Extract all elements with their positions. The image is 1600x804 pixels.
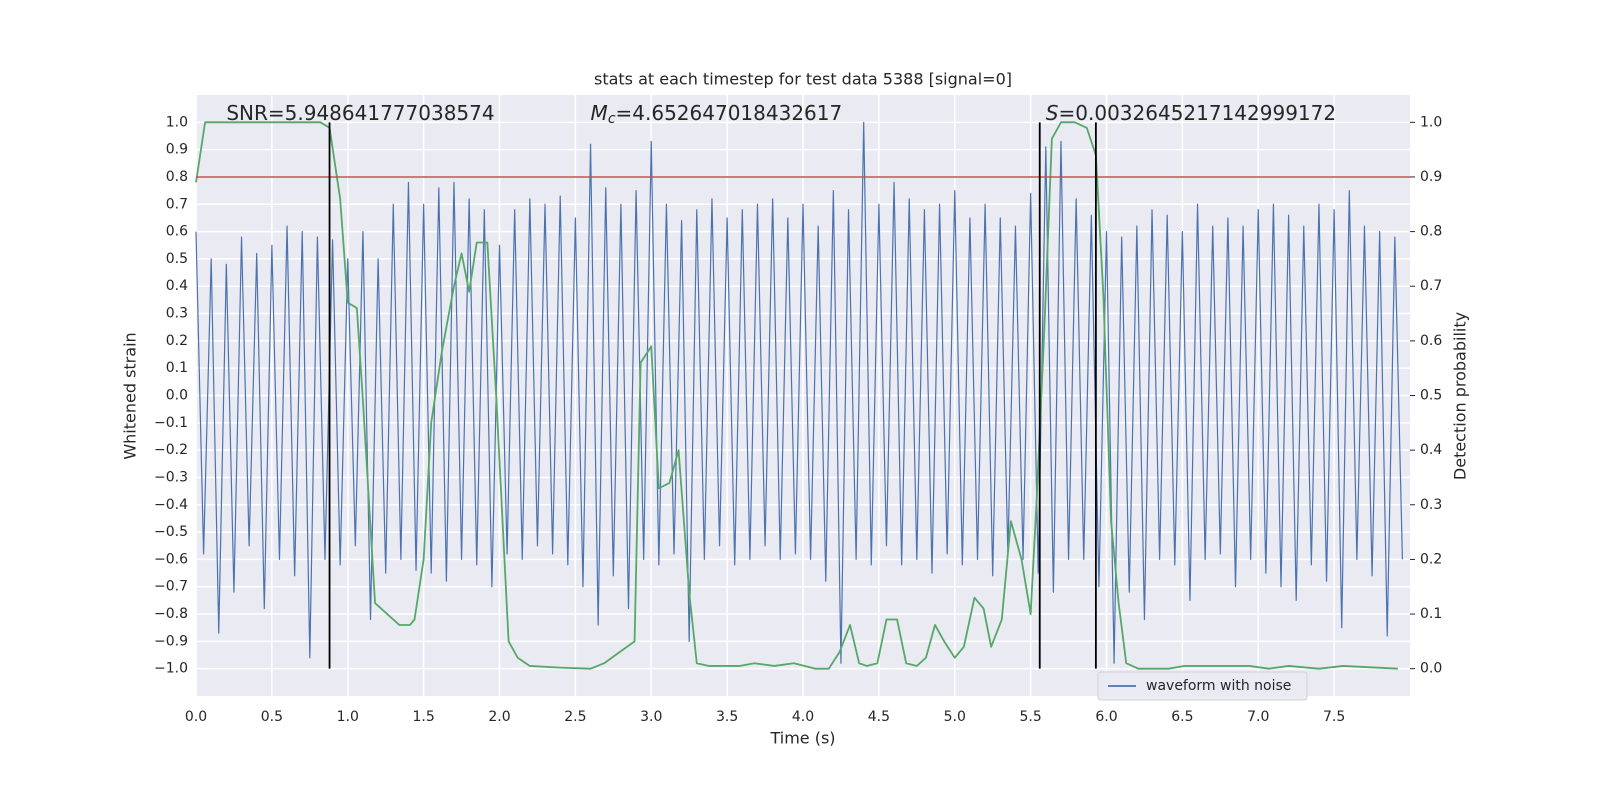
y-tick-label: 0.4 [166,278,188,294]
x-tick-label: 6.5 [1171,709,1193,725]
y-axis-label: Whitened strain [121,332,140,459]
x-tick-label: 3.0 [640,709,662,725]
y-tick-label: −0.1 [154,415,188,431]
annotation-text: =4.652647018432617 [616,101,843,125]
y-tick-label: 0.9 [166,142,188,158]
chart-title: stats at each timestep for test data 538… [594,70,1012,89]
y-tick-label: 1.0 [166,114,188,130]
labels: −1.0 −0.9 −0.8 −0.7 −0.6 −0.5 −0.4 −0.3 −0.2 −0.1… [154,101,1442,726]
x-tick-label: 5.5 [1019,709,1041,725]
annotation-text: =0.0032645217142999172 [1059,101,1337,125]
y-tick-label: 0.2 [166,333,188,349]
annotation-symbol: M [591,101,608,125]
y2-tick-label: 0.8 [1420,224,1442,240]
x-tick-label: 1.5 [412,709,434,725]
y2-tick-label: 0.0 [1420,661,1442,677]
y-tick-label: −1.0 [154,661,188,677]
y2-tick-label: 1.0 [1420,114,1442,130]
x-tick-label: 2.5 [564,709,586,725]
x-tick-label: 4.0 [792,709,814,725]
x-tick-label: 2.0 [488,709,510,725]
annotation-subscript: c [608,111,616,127]
y-tick-label: −0.2 [154,442,188,458]
annotation: S=0.0032645217142999172 [1046,101,1336,125]
y2-tick-label: 0.5 [1420,388,1442,404]
annotation: Mc=4.652647018432617 [591,101,843,128]
y-tick-label: −0.9 [154,633,188,649]
x-tick-label: 0.0 [185,709,207,725]
x-tick-label: 3.5 [716,709,738,725]
y2-tick-label: 0.9 [1420,169,1442,185]
y-tick-label: −0.4 [154,497,188,513]
x-tick-label: 7.0 [1247,709,1269,725]
y-tick-label: 0.3 [166,306,188,322]
probability-line [195,121,1398,670]
y-tick-label: 0.7 [166,196,188,212]
x-tick-label: 0.5 [261,709,283,725]
y2-axis-label: Detection probability [1451,312,1470,480]
y-tick-label: 0.0 [166,388,188,404]
waveform-line [195,121,1404,664]
y-tick-label: 0.8 [166,169,188,185]
y-tick-label: −0.3 [154,469,188,485]
x-axis-label: Time (s) [769,729,835,748]
legend-box [1097,671,1308,701]
x-tick-label: 5.0 [944,709,966,725]
y-tick-label: 0.1 [166,360,188,376]
x-tick-label: 1.0 [337,709,359,725]
y2-tick-label: 0.2 [1420,551,1442,567]
y-tick-label: −0.6 [154,551,188,567]
x-tick-label: 7.5 [1323,709,1345,725]
y2-tick-label: 0.4 [1420,442,1442,458]
x-tick-label: 4.5 [868,709,890,725]
annotation-symbol: S [1046,101,1059,125]
y-tick-label: −0.8 [154,606,188,622]
y2-tick-label: 0.6 [1420,333,1442,349]
y-tick-label: −0.7 [154,579,188,595]
y2-tick-label: 0.7 [1420,278,1442,294]
legend-label: waveform with noise [1146,678,1291,694]
y-tick-label: 0.5 [166,251,188,267]
y-tick-label: −0.5 [154,524,188,540]
marks [195,121,1410,670]
annotation-text: SNR=5.948641777038574 [226,101,494,125]
annotation: SNR=5.948641777038574 [226,101,494,125]
y2-tick-label: 0.1 [1420,606,1442,622]
y-tick-label: 0.6 [166,224,188,240]
y2-tick-label: 0.3 [1420,497,1442,513]
x-tick-label: 6.0 [1095,709,1117,725]
